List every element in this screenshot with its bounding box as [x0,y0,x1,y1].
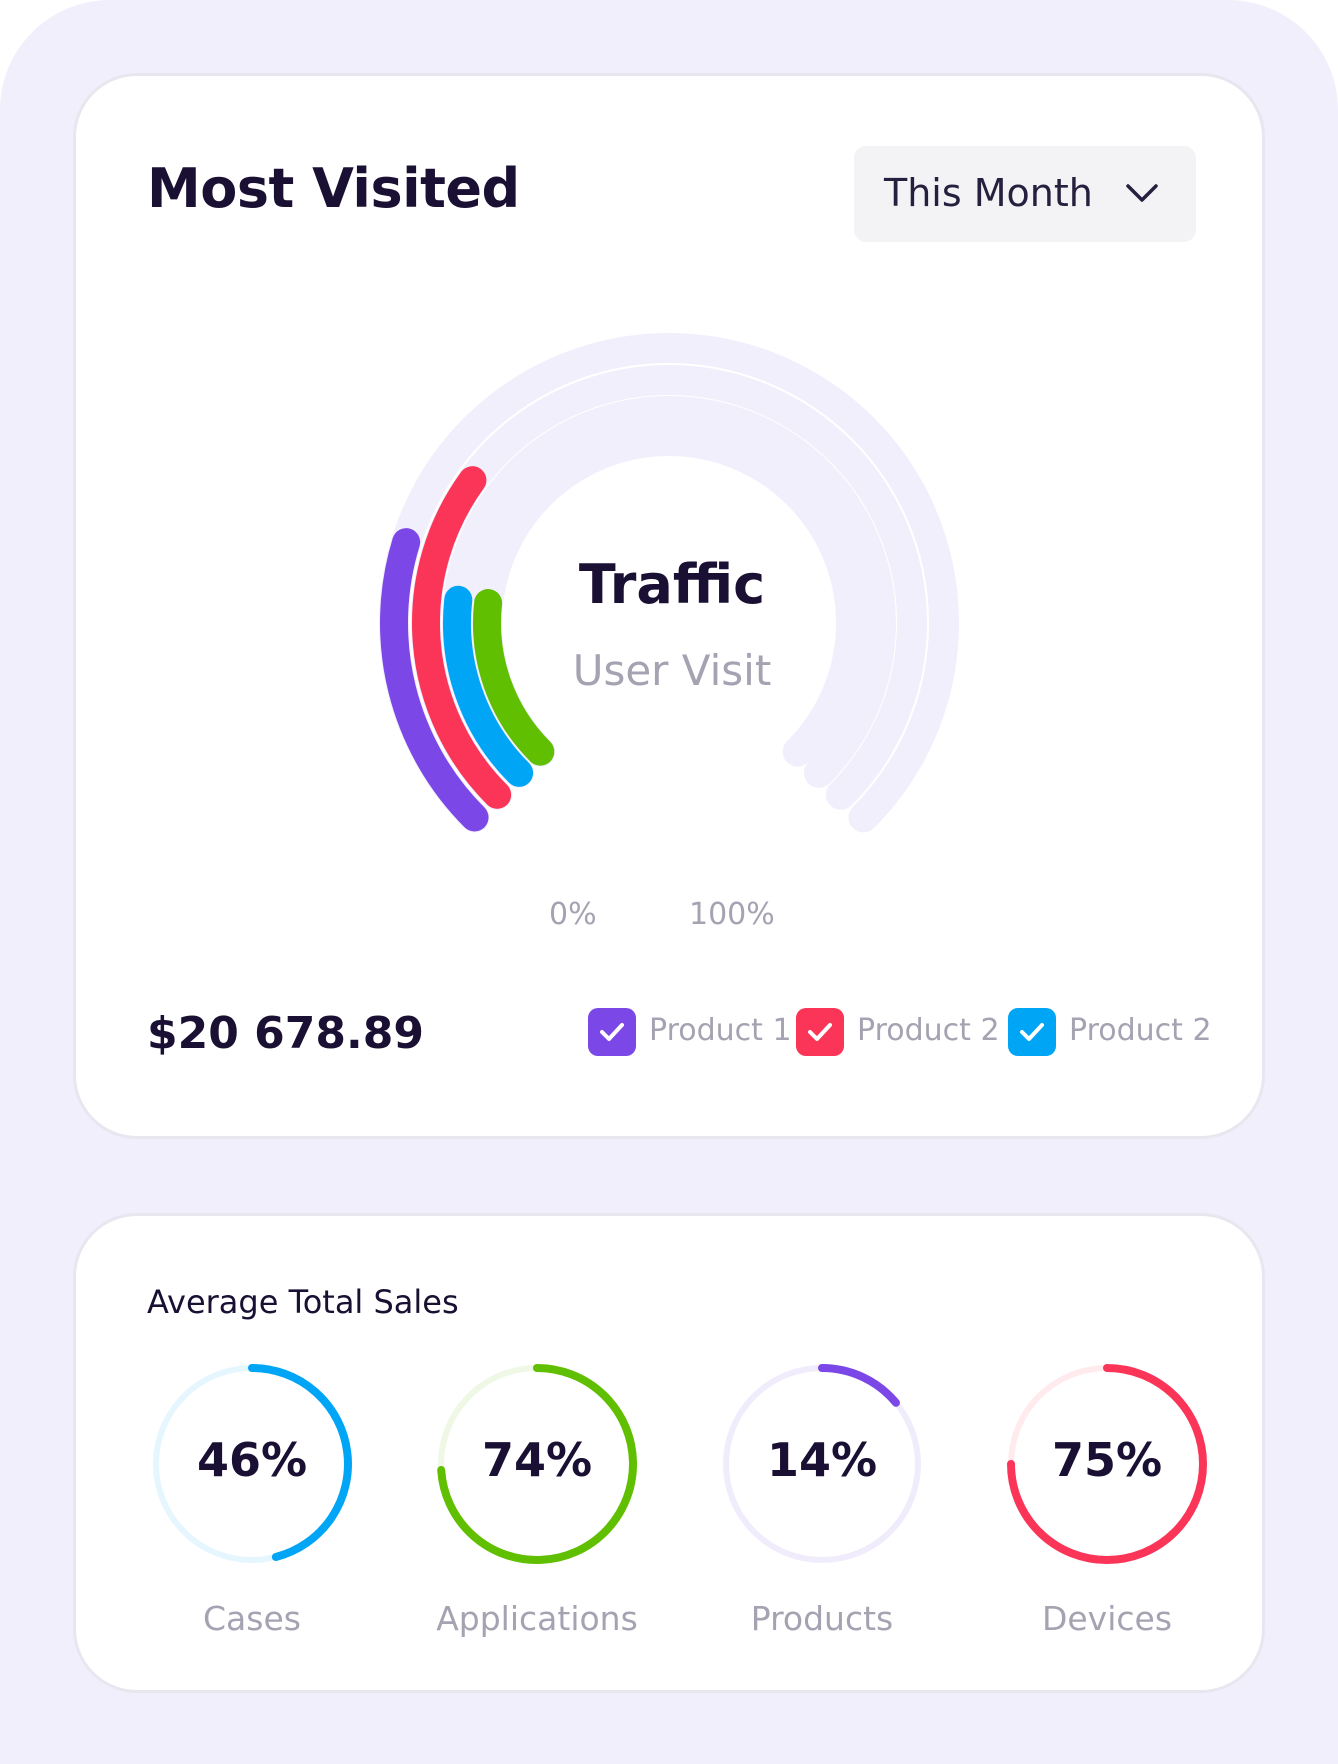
applications-label: Applications [436,1599,638,1638]
total-amount: $20 678.89 [147,1008,424,1059]
traffic-gauge [379,332,959,833]
check-icon [600,1023,624,1041]
applications-progress-ring [437,1364,637,1564]
cases-label: Cases [203,1599,301,1638]
gauge-arc-series-1 [380,528,489,832]
gauge-scale-start: 0% [549,897,597,932]
most-visited-title: Most Visited [147,157,520,220]
most-visited-card: Most Visited This Month Traffic User Vis… [73,73,1265,1139]
legend-checkbox-product-2[interactable] [796,1008,844,1056]
cases-progress-ring [153,1364,352,1563]
average-total-sales-title: Average Total Sales [147,1283,459,1321]
legend-label-product-3: Product 2 [1069,1013,1212,1048]
devices-percent: 75% [1051,1433,1163,1487]
legend-label-product-1: Product 1 [649,1013,792,1048]
gauge-arc-series-4 [473,589,555,766]
cases-percent: 46% [196,1433,308,1487]
gauge-subtitle: User Visit [572,646,772,695]
products-percent: 14% [766,1433,878,1487]
devices-progress-ring [1007,1364,1207,1564]
applications-percent: 74% [481,1433,593,1487]
devices-label: Devices [1041,1599,1173,1638]
legend-label-product-2: Product 2 [857,1013,1000,1048]
sales-ring-devices: 75% Devices [997,1354,1217,1644]
gauge-title: Traffic [578,553,766,616]
period-dropdown[interactable]: This Month [854,146,1196,242]
chevron-down-icon [1126,184,1158,202]
sales-ring-cases: 46% Cases [142,1354,362,1644]
ring-progress-arc [1007,1364,1207,1564]
average-total-sales-card: Average Total Sales 46% Cases 74% Applic… [73,1213,1265,1693]
legend-checkbox-product-3[interactable] [1008,1008,1056,1056]
products-label: Products [750,1599,894,1638]
period-dropdown-value: This Month [884,171,1093,215]
gauge-arc-series-2 [412,466,512,809]
ring-progress-arc [437,1364,637,1564]
ring-progress-arc [818,1364,900,1407]
sales-ring-products: 14% Products [712,1354,932,1644]
ring-progress-arc [248,1364,352,1561]
sales-ring-applications: 74% Applications [427,1354,647,1644]
legend-checkbox-product-1[interactable] [588,1008,636,1056]
products-progress-ring [723,1364,921,1563]
gauge-scale-end: 100% [689,897,775,932]
check-icon [1020,1023,1044,1041]
gauge-arc-series-3 [443,585,534,787]
check-icon [808,1023,832,1041]
